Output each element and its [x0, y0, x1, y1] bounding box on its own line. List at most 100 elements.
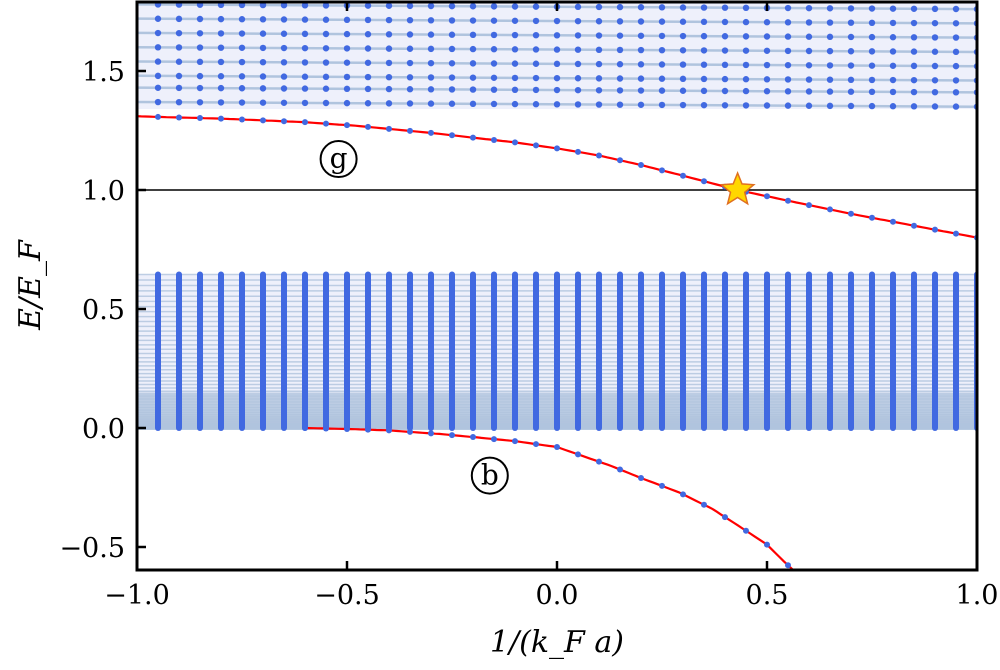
upper-level-dot — [616, 87, 624, 94]
upper-level-dot — [637, 101, 645, 108]
upper-level-dot — [280, 16, 288, 23]
upper-level-dot — [784, 61, 792, 69]
upper-level-dot — [910, 5, 918, 12]
upper-level-dot — [448, 2, 456, 10]
upper-level-dot — [658, 18, 666, 25]
upper-level-dot — [343, 45, 351, 52]
upper-level-dot — [448, 74, 456, 81]
upper-level-dot — [595, 32, 603, 39]
upper-level-dot — [721, 18, 729, 26]
upper-level-dot — [259, 58, 267, 66]
upper-level-dot — [637, 32, 645, 39]
x-tick-label: −0.5 — [314, 580, 380, 611]
curve-b-dot — [575, 451, 581, 458]
upper-level-dot — [238, 2, 246, 9]
upper-level-dot — [910, 62, 918, 70]
upper-level-dot — [175, 84, 183, 92]
upper-level-dot — [238, 85, 246, 92]
upper-level-dot — [931, 5, 939, 13]
upper-level-dot — [847, 48, 855, 55]
curve-b-dot — [491, 436, 497, 443]
upper-level-dot — [826, 33, 834, 41]
upper-level-dot — [490, 100, 498, 108]
curve-g-dot — [218, 115, 224, 122]
curve-b-dot — [680, 491, 686, 498]
upper-level-dot — [931, 62, 939, 70]
upper-level-dot — [322, 59, 330, 66]
upper-level-dot — [931, 48, 939, 55]
upper-level-dot — [826, 102, 834, 110]
upper-level-dot — [301, 85, 309, 92]
upper-level-dot — [175, 44, 183, 51]
upper-level-dot — [175, 98, 183, 106]
upper-level-dot — [217, 99, 225, 106]
upper-level-dot — [301, 73, 309, 80]
upper-level-dot — [847, 102, 855, 110]
upper-level-dot — [385, 85, 393, 93]
upper-level-dot — [637, 87, 645, 94]
upper-level-dot — [889, 5, 897, 12]
upper-level-dot — [679, 18, 687, 25]
upper-level-dot — [259, 2, 267, 9]
curve-b-dot — [785, 562, 791, 569]
upper-level-dot — [406, 31, 414, 38]
curve-b-dot — [659, 482, 665, 489]
upper-level-dot — [238, 30, 246, 37]
upper-level-dot — [322, 2, 330, 9]
upper-level-dot — [154, 15, 162, 22]
upper-level-dot — [868, 48, 876, 55]
upper-level-dot — [889, 88, 897, 96]
y-axis-label: E/E_F — [13, 239, 48, 331]
upper-level-dot — [343, 16, 351, 24]
axis-ticks: −1.0 −0.5 0.0 0.5 1.0 −0.5 0.0 0.5 1.0 1.5 — [59, 2, 998, 611]
upper-level-dot — [532, 86, 540, 94]
upper-level-dot — [826, 19, 834, 26]
upper-level-dot — [595, 60, 603, 68]
upper-level-dot — [679, 32, 687, 40]
curve-g-dot — [932, 226, 938, 233]
upper-level-dot — [574, 3, 582, 11]
curve-b-dot — [428, 430, 434, 437]
upper-level-dot — [910, 19, 918, 27]
upper-level-dot — [448, 86, 456, 93]
upper-level-dot — [490, 17, 498, 24]
upper-level-dot — [364, 59, 372, 66]
upper-level-dot — [826, 76, 834, 83]
curve-g-dot — [407, 127, 413, 134]
curve-g-dot — [617, 157, 623, 164]
upper-level-dot — [532, 3, 540, 10]
upper-level-dot — [553, 86, 561, 94]
upper-level-dot — [742, 87, 750, 95]
upper-level-dot — [889, 62, 897, 69]
upper-level-dot — [637, 4, 645, 11]
upper-level-dot — [805, 76, 813, 83]
upper-level-dot — [196, 84, 204, 92]
upper-level-dot — [385, 31, 393, 38]
upper-level-dot — [469, 31, 477, 39]
upper-level-dot — [553, 46, 561, 53]
upper-level-dot — [784, 102, 792, 109]
upper-level-dot — [385, 100, 393, 107]
upper-level-dot — [658, 87, 666, 94]
curve-g-dot — [596, 152, 602, 159]
x-tick-label: 0.0 — [536, 580, 579, 611]
upper-level-dot — [364, 100, 372, 107]
curve-g-dot — [827, 206, 833, 213]
upper-level-dot — [931, 103, 939, 110]
upper-level-dot — [910, 48, 918, 55]
upper-level-dot — [763, 33, 771, 40]
upper-level-dot — [217, 44, 225, 51]
upper-level-dot — [511, 74, 519, 82]
upper-level-dot — [742, 4, 750, 12]
upper-level-dot — [679, 101, 687, 109]
upper-level-dot — [679, 47, 687, 54]
upper-level-dot — [259, 16, 267, 23]
upper-level-dot — [553, 60, 561, 68]
upper-level-dot — [280, 30, 288, 37]
upper-level-dot — [511, 60, 519, 67]
upper-level-dot — [784, 88, 792, 95]
upper-level-dot — [616, 46, 624, 54]
curve-b-dot — [302, 425, 308, 431]
upper-level-dot — [553, 17, 561, 25]
upper-level-dot — [490, 60, 498, 67]
